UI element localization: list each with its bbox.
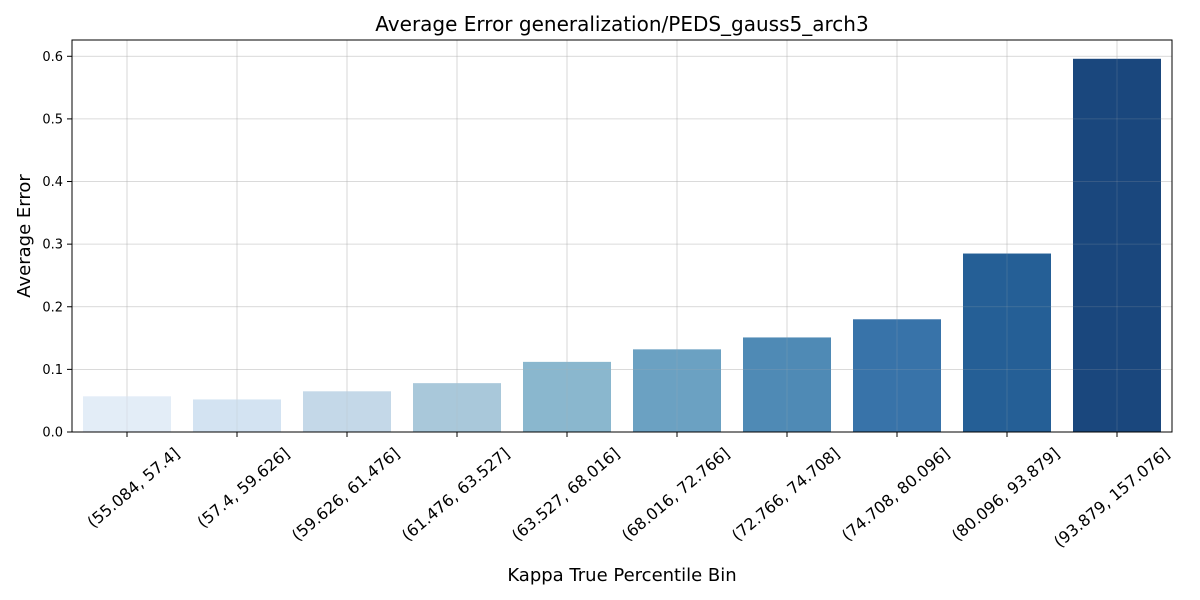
bar	[633, 349, 721, 432]
x-tick-label: (63.527, 68.016]	[508, 444, 623, 545]
bars-layer	[72, 40, 1172, 433]
bar	[413, 383, 501, 432]
y-tick-label: 0.1	[42, 363, 63, 378]
y-axis-title: Average Error	[14, 174, 35, 298]
x-tick-label: (80.096, 93.879]	[948, 444, 1063, 545]
bar	[303, 391, 391, 432]
bar	[1073, 58, 1161, 432]
y-tick-label: 0.5	[42, 112, 63, 127]
bar	[83, 396, 171, 432]
x-tick-label: (55.084, 57.4]	[84, 444, 184, 532]
x-tick-label: (59.626, 61.476]	[288, 444, 403, 545]
plot-frame	[71, 39, 1173, 433]
y-tick-label: 0.4	[42, 175, 63, 190]
bar	[853, 319, 941, 432]
y-tick-label: 0.6	[42, 50, 63, 65]
x-tick-label: (57.4, 59.626]	[194, 444, 294, 532]
x-tick-label: (74.708, 80.096]	[838, 444, 953, 545]
y-tick-label: 0.3	[42, 238, 63, 253]
x-tick-label: (68.016, 72.766]	[618, 444, 733, 545]
chart-title: Average Error generalization/PEDS_gauss5…	[375, 12, 868, 36]
x-axis-title: Kappa True Percentile Bin	[507, 565, 736, 586]
x-tick-label: (72.766, 74.708]	[728, 444, 843, 545]
bar	[743, 337, 831, 432]
bar	[523, 361, 611, 432]
x-tick-label: (61.476, 63.527]	[398, 444, 513, 545]
bar	[193, 399, 281, 432]
bar	[963, 253, 1051, 432]
x-tick-label: (93.879, 157.076]	[1050, 444, 1173, 552]
y-tick-label: 0.0	[42, 426, 63, 441]
y-tick-label: 0.2	[42, 300, 63, 315]
